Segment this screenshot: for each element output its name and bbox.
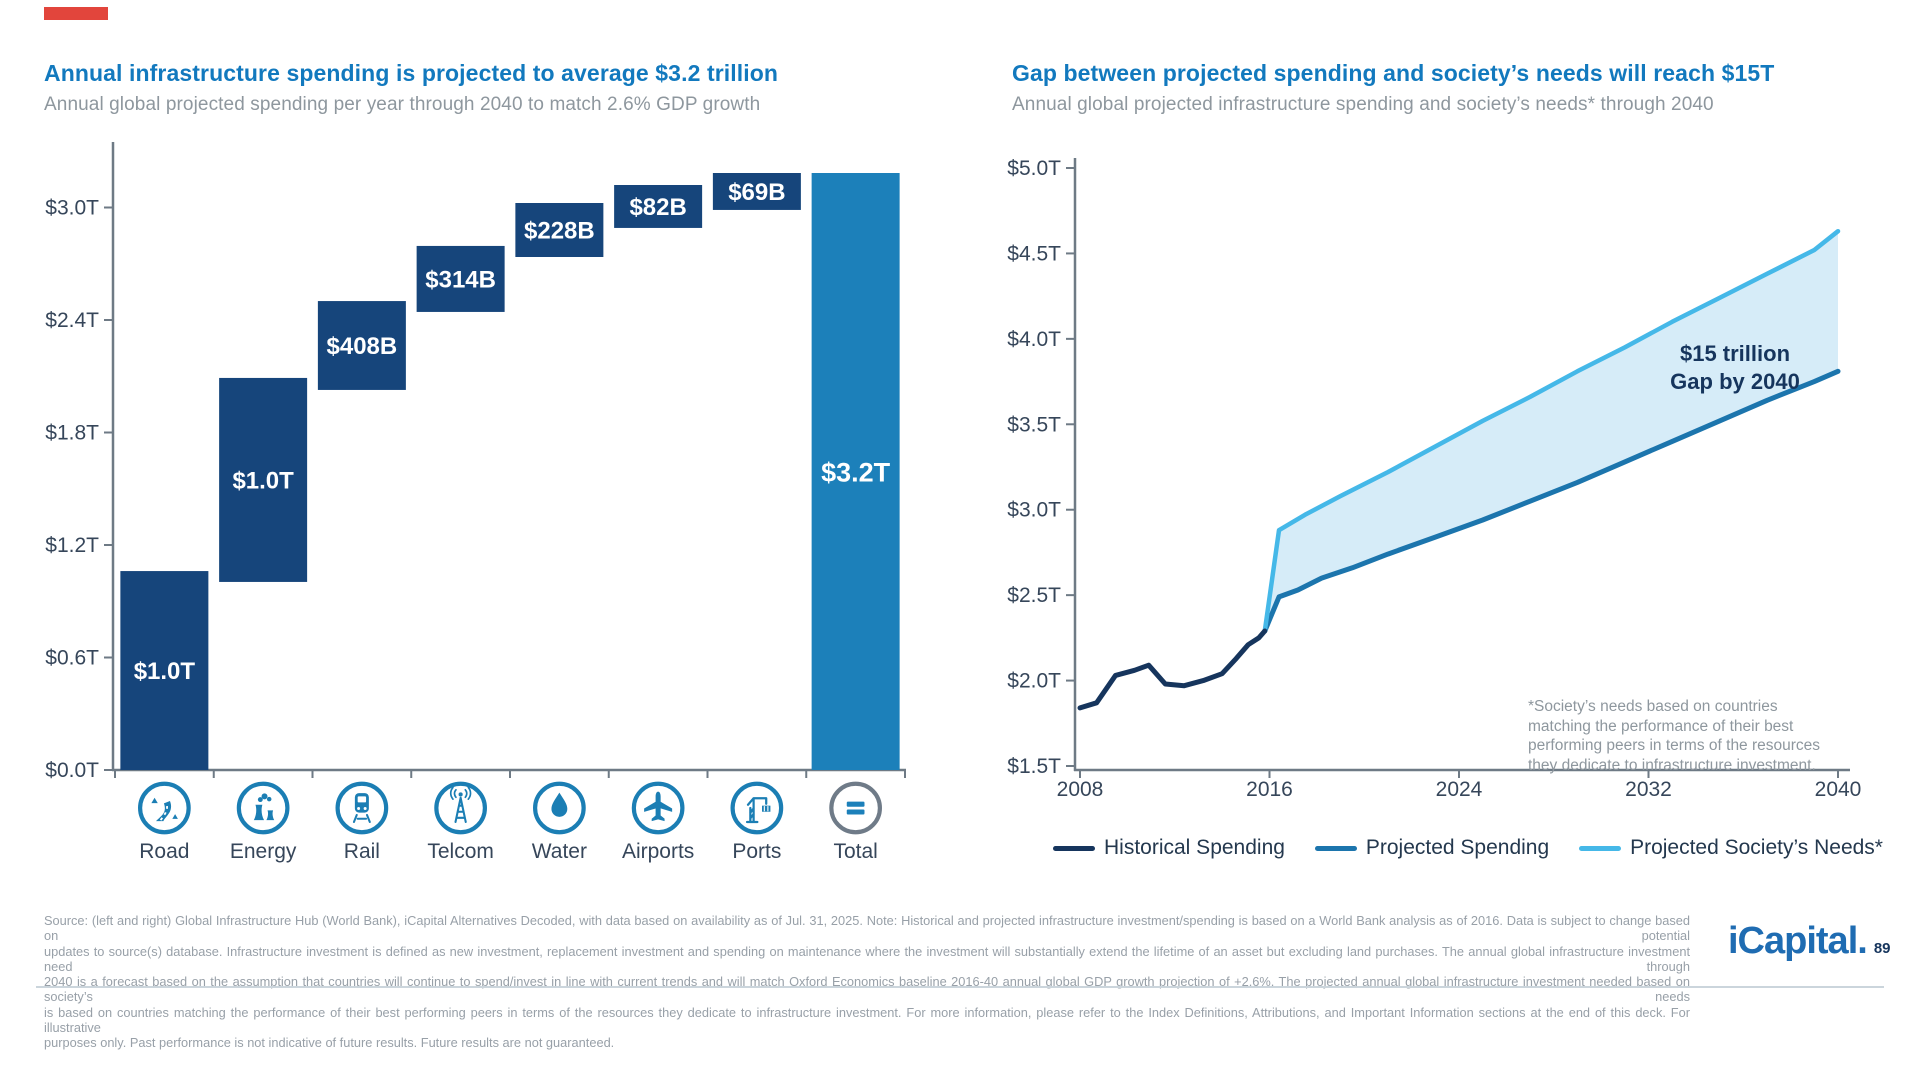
legend-label: Historical Spending <box>1104 836 1285 859</box>
year-label: 2040 <box>1815 778 1862 801</box>
category-label: Airports <box>622 840 694 863</box>
society-needs-footnote: *Society’s needs based on countries matc… <box>1528 697 1873 775</box>
category-label: Ports <box>732 840 781 863</box>
y-tick-label: $5.0T <box>1007 157 1061 180</box>
series-line-projected-spending <box>1262 368 1841 634</box>
y-tick-label: $2.0T <box>1007 670 1061 693</box>
right-chart-subtitle: Annual global projected infrastructure s… <box>1012 94 1714 115</box>
category-label: Road <box>139 840 189 863</box>
y-tick-label: $4.0T <box>1007 328 1061 351</box>
icapital-logo: iCapital. 89 <box>1728 920 1891 963</box>
y-tick-label: $1.2T <box>45 534 99 557</box>
category-label: Water <box>532 840 587 863</box>
y-tick-label: $4.5T <box>1007 242 1061 265</box>
year-label: 2032 <box>1625 778 1672 801</box>
year-label: 2016 <box>1246 778 1293 801</box>
footnote-line: *Society’s needs based on countries <box>1528 698 1778 715</box>
waterfall-bar-airports <box>614 185 703 228</box>
y-tick-label: $0.6T <box>45 647 99 670</box>
airports-icon <box>634 784 683 833</box>
bar-value-label: $1.0T <box>134 658 196 685</box>
year-label: 2024 <box>1436 778 1483 801</box>
bar-value-label: $228B <box>524 218 595 245</box>
left-chart-title: Annual infrastructure spending is projec… <box>44 60 779 86</box>
footer-divider <box>36 986 1884 988</box>
y-tick-label: $3.5T <box>1007 413 1061 436</box>
category-label: Energy <box>230 840 297 863</box>
y-tick-label: $3.0T <box>45 197 99 220</box>
waterfall-bar-water <box>515 203 604 257</box>
road-icon <box>140 784 189 833</box>
total-icon <box>831 784 880 833</box>
waterfall-bar-road <box>120 571 209 770</box>
source-disclosure: Source: (left and right) Global Infrastr… <box>44 913 1690 1051</box>
projected-line-swatch <box>1314 845 1357 851</box>
waterfall-bar-telcom <box>416 245 505 312</box>
y-tick-label: $1.8T <box>45 422 99 445</box>
source-line: updates to source(s) database. Infrastru… <box>44 943 1690 974</box>
series-line-projected-society-s-needs- <box>1262 228 1841 634</box>
source-line: 2040 is a forecast based on the assumpti… <box>44 974 1690 1005</box>
gap-annotation-line2: Gap by 2040 <box>1670 369 1800 394</box>
page-number: 89 <box>1873 940 1891 957</box>
footnote-line: they dedicate to infrastructure investme… <box>1528 756 1816 774</box>
legend-item-needs: Projected Society’s Needs* <box>1579 836 1883 860</box>
bar-value-label: $82B <box>629 194 686 221</box>
gap-annotation: $15 trillion Gap by 2040 <box>1615 340 1855 396</box>
bar-value-label: $408B <box>327 333 398 360</box>
category-label: Total <box>833 840 877 863</box>
y-tick-label: $2.5T <box>1007 584 1061 607</box>
right-chart-title: Gap between projected spending and socie… <box>1012 60 1775 86</box>
waterfall-bar-ports <box>712 173 801 210</box>
left-chart-subtitle: Annual global projected spending per yea… <box>44 94 761 115</box>
y-tick-label: $3.0T <box>1007 499 1061 522</box>
waterfall-bar-total <box>811 173 900 770</box>
water-icon <box>535 784 584 833</box>
gap-annotation-line1: $15 trillion <box>1679 341 1791 366</box>
category-label: Telcom <box>427 840 494 863</box>
spending-gap-area <box>1264 231 1838 631</box>
bar-value-label: $314B <box>425 266 496 293</box>
icapital-logo-text: iCapital. <box>1728 920 1868 962</box>
telcom-icon <box>436 784 485 833</box>
waterfall-bar-energy <box>219 377 308 582</box>
source-line: is based on countries matching the perfo… <box>44 1004 1690 1036</box>
year-label: 2008 <box>1057 778 1104 801</box>
y-tick-label: $2.4T <box>45 309 99 332</box>
footnote-line: matching the performance of their best <box>1528 717 1794 735</box>
category-label: Rail <box>344 840 380 863</box>
bar-value-label: $1.0T <box>232 467 294 494</box>
legend-label: Projected Society’s Needs* <box>1630 836 1883 859</box>
y-tick-label: $1.5T <box>1007 755 1061 778</box>
y-tick-label: $0.0T <box>45 759 99 782</box>
historical-line-swatch <box>1053 845 1095 851</box>
bar-value-label: $69B <box>728 179 785 206</box>
line-chart-legend: Historical Spending Projected Spending P… <box>1053 836 1883 860</box>
legend-item-projected: Projected Spending <box>1314 836 1550 860</box>
footnote-line: performing peers in terms of the resourc… <box>1528 737 1821 754</box>
source-line: Source: (left and right) Global Infrastr… <box>44 913 1690 944</box>
ports-icon <box>733 784 782 833</box>
needs-line-swatch <box>1579 845 1622 851</box>
legend-item-historical: Historical Spending <box>1053 836 1285 860</box>
rail-icon <box>338 784 387 833</box>
source-line: purposes only. Past performance is not i… <box>44 1035 615 1051</box>
series-line-historical-spending <box>1077 628 1268 711</box>
waterfall-bar-rail <box>317 301 406 390</box>
brand-accent-bar <box>44 7 108 20</box>
energy-icon <box>239 784 288 833</box>
bar-value-label: $3.2T <box>821 458 891 488</box>
legend-label: Projected Spending <box>1365 836 1550 859</box>
